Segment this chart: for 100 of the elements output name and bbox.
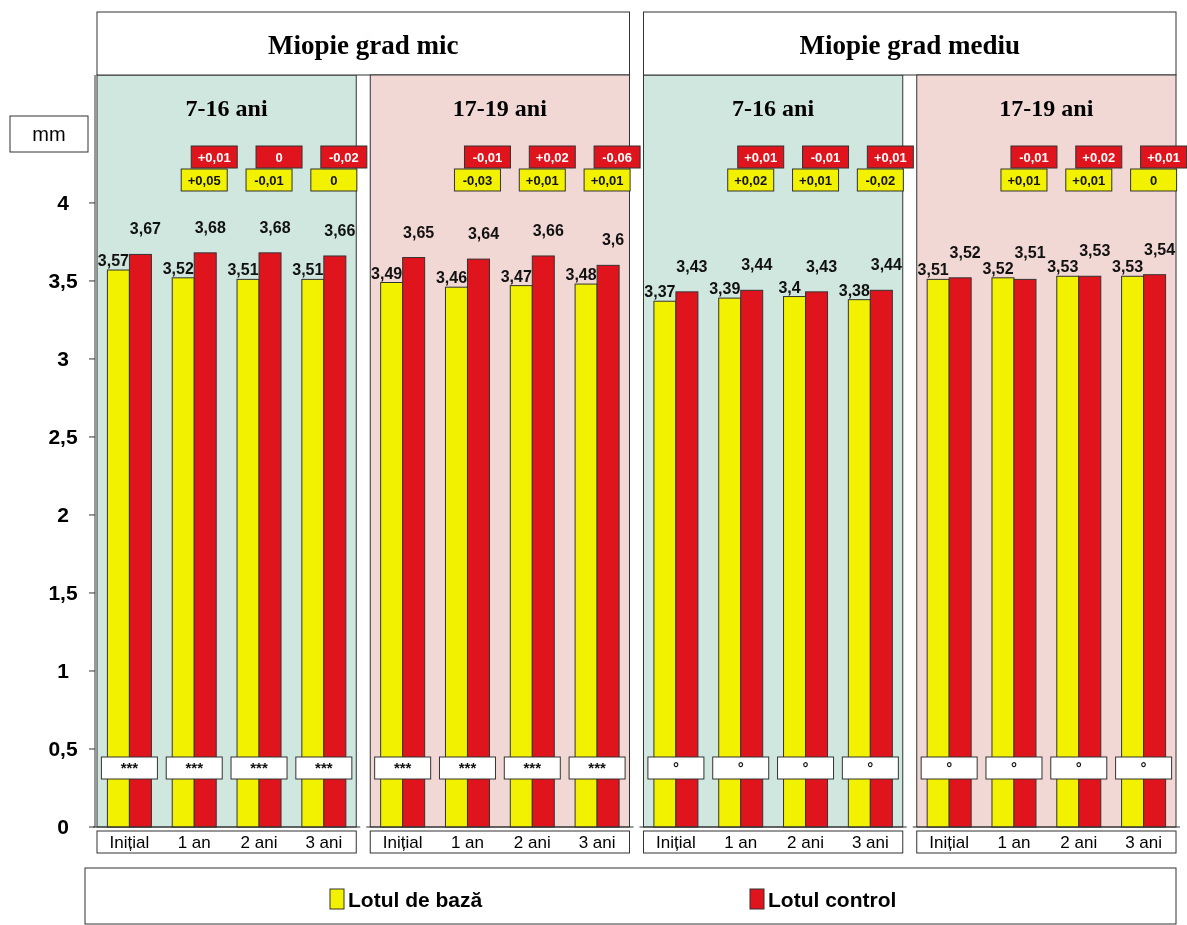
data-label: 3,52 (162, 259, 194, 277)
y-tick-label: 3,5 (48, 268, 78, 292)
data-label: 3,4 (778, 278, 801, 296)
annotation: ° (802, 759, 809, 776)
data-label: 3,51 (1014, 243, 1046, 261)
chart-title: Miopie grad mic (268, 30, 459, 60)
x-tick-label: 1 an (997, 833, 1031, 852)
x-tick-label: 1 an (450, 833, 485, 852)
annotation: -0,06 (602, 150, 632, 165)
data-label: 3,51 (917, 261, 949, 279)
annotation: +0,02 (1082, 150, 1116, 165)
annotation: -0,01 (472, 150, 503, 165)
y-axis-title: mm (32, 123, 66, 145)
x-tick-label: 3 ani (305, 833, 343, 852)
annotation: ° (1140, 759, 1147, 776)
annotation: +0,01 (799, 173, 832, 188)
data-label: 3,6 (601, 231, 625, 249)
data-label: 3,67 (129, 220, 162, 238)
annotation: *** (315, 759, 333, 776)
annotation: ° (946, 759, 953, 776)
annotation: *** (185, 759, 204, 776)
legend-label: Lotul de bază (348, 888, 483, 911)
annotation: -0,02 (865, 173, 896, 188)
x-tick-label: 3 ani (578, 833, 616, 852)
data-label: 3,51 (292, 261, 324, 279)
y-tick-label: 3 (57, 346, 69, 370)
annotation: 0 (1149, 173, 1158, 188)
data-label: 3,66 (532, 221, 564, 239)
data-label: 3,53 (1079, 242, 1111, 260)
legend-label: Lotul control (768, 888, 897, 911)
data-label: 3,47 (500, 267, 532, 285)
annotation: -0,01 (1019, 150, 1049, 165)
data-label: 3,53 (1112, 258, 1144, 276)
y-tick-label: 4 (57, 190, 70, 214)
y-tick-label: 0,5 (48, 736, 78, 760)
annotation: *** (120, 759, 139, 776)
data-label: 3,52 (949, 243, 981, 261)
data-label: 3,39 (709, 280, 741, 298)
data-label: 3,43 (676, 257, 708, 275)
data-label: 3,64 (467, 225, 500, 243)
data-label: 3,68 (194, 218, 226, 236)
x-tick-label: 1 an (724, 833, 758, 852)
annotation: -0,01 (254, 173, 284, 188)
data-label: 3,51 (227, 261, 259, 279)
annotation: -0,02 (329, 150, 359, 165)
annotation: +0,01 (525, 173, 559, 188)
y-tick-label: 2 (57, 502, 69, 526)
data-label: 3,65 (403, 223, 435, 241)
x-tick-label: 2 ani (513, 833, 551, 852)
data-label: 3,54 (1144, 240, 1176, 258)
data-label: 3,52 (982, 259, 1014, 277)
annotation: +0,01 (1072, 173, 1106, 188)
x-tick-label: 3 ani (851, 833, 889, 852)
annotation: +0,05 (187, 173, 221, 188)
x-tick-label: 3 ani (1125, 833, 1163, 852)
data-label: 3,57 (97, 252, 130, 270)
y-tick-label: 1 (57, 658, 70, 682)
data-label: 3,37 (644, 283, 676, 301)
annotation: +0,01 (590, 173, 624, 188)
x-tick-label: Inițial (109, 833, 150, 852)
x-tick-label: Inițial (656, 833, 696, 852)
data-label: 3,53 (1047, 258, 1079, 276)
annotation: +0,01 (744, 150, 778, 165)
text: 7-16 ani (185, 95, 268, 121)
y-tick-label: 0 (57, 815, 69, 838)
annotation: ° (737, 759, 744, 776)
y-tick-label: 2,5 (48, 424, 78, 448)
annotation: +0,02 (535, 150, 569, 165)
text: 17-19 ani (999, 95, 1094, 121)
text: 7-16 ani (732, 95, 815, 121)
data-label: 3,49 (371, 264, 403, 282)
annotation: -0,01 (810, 150, 841, 165)
text: 17-19 ani (452, 95, 548, 121)
annotation: *** (393, 759, 412, 776)
annotation: -0,03 (462, 173, 493, 188)
data-label: 3,44 (741, 256, 773, 274)
data-label: 3,43 (805, 257, 838, 275)
data-label: 3,46 (435, 269, 468, 287)
annotation: ° (1010, 759, 1017, 776)
annotation: +0,01 (1147, 150, 1181, 165)
data-label: 3,48 (565, 266, 597, 284)
x-tick-label: Inițial (382, 833, 423, 852)
annotation: ° (867, 759, 874, 776)
y-tick-label: 1,5 (48, 580, 78, 604)
annotation: 0 (275, 150, 283, 165)
annotation: 0 (330, 173, 338, 188)
data-label: 3,44 (870, 256, 903, 274)
data-label: 3,68 (259, 218, 291, 236)
annotation: +0,01 (1007, 173, 1041, 188)
annotation: +0,01 (873, 150, 907, 165)
annotation: ° (672, 759, 679, 776)
data-label: 3,66 (324, 221, 356, 239)
annotation: *** (523, 759, 542, 776)
data-label: 3,38 (838, 281, 871, 299)
chart-title: Miopie grad mediu (799, 30, 1020, 60)
annotation: *** (458, 759, 477, 776)
x-tick-label: 1 an (177, 833, 211, 852)
x-tick-label: 2 ani (240, 833, 278, 852)
annotation: ° (1075, 759, 1082, 776)
annotation: *** (250, 759, 268, 776)
